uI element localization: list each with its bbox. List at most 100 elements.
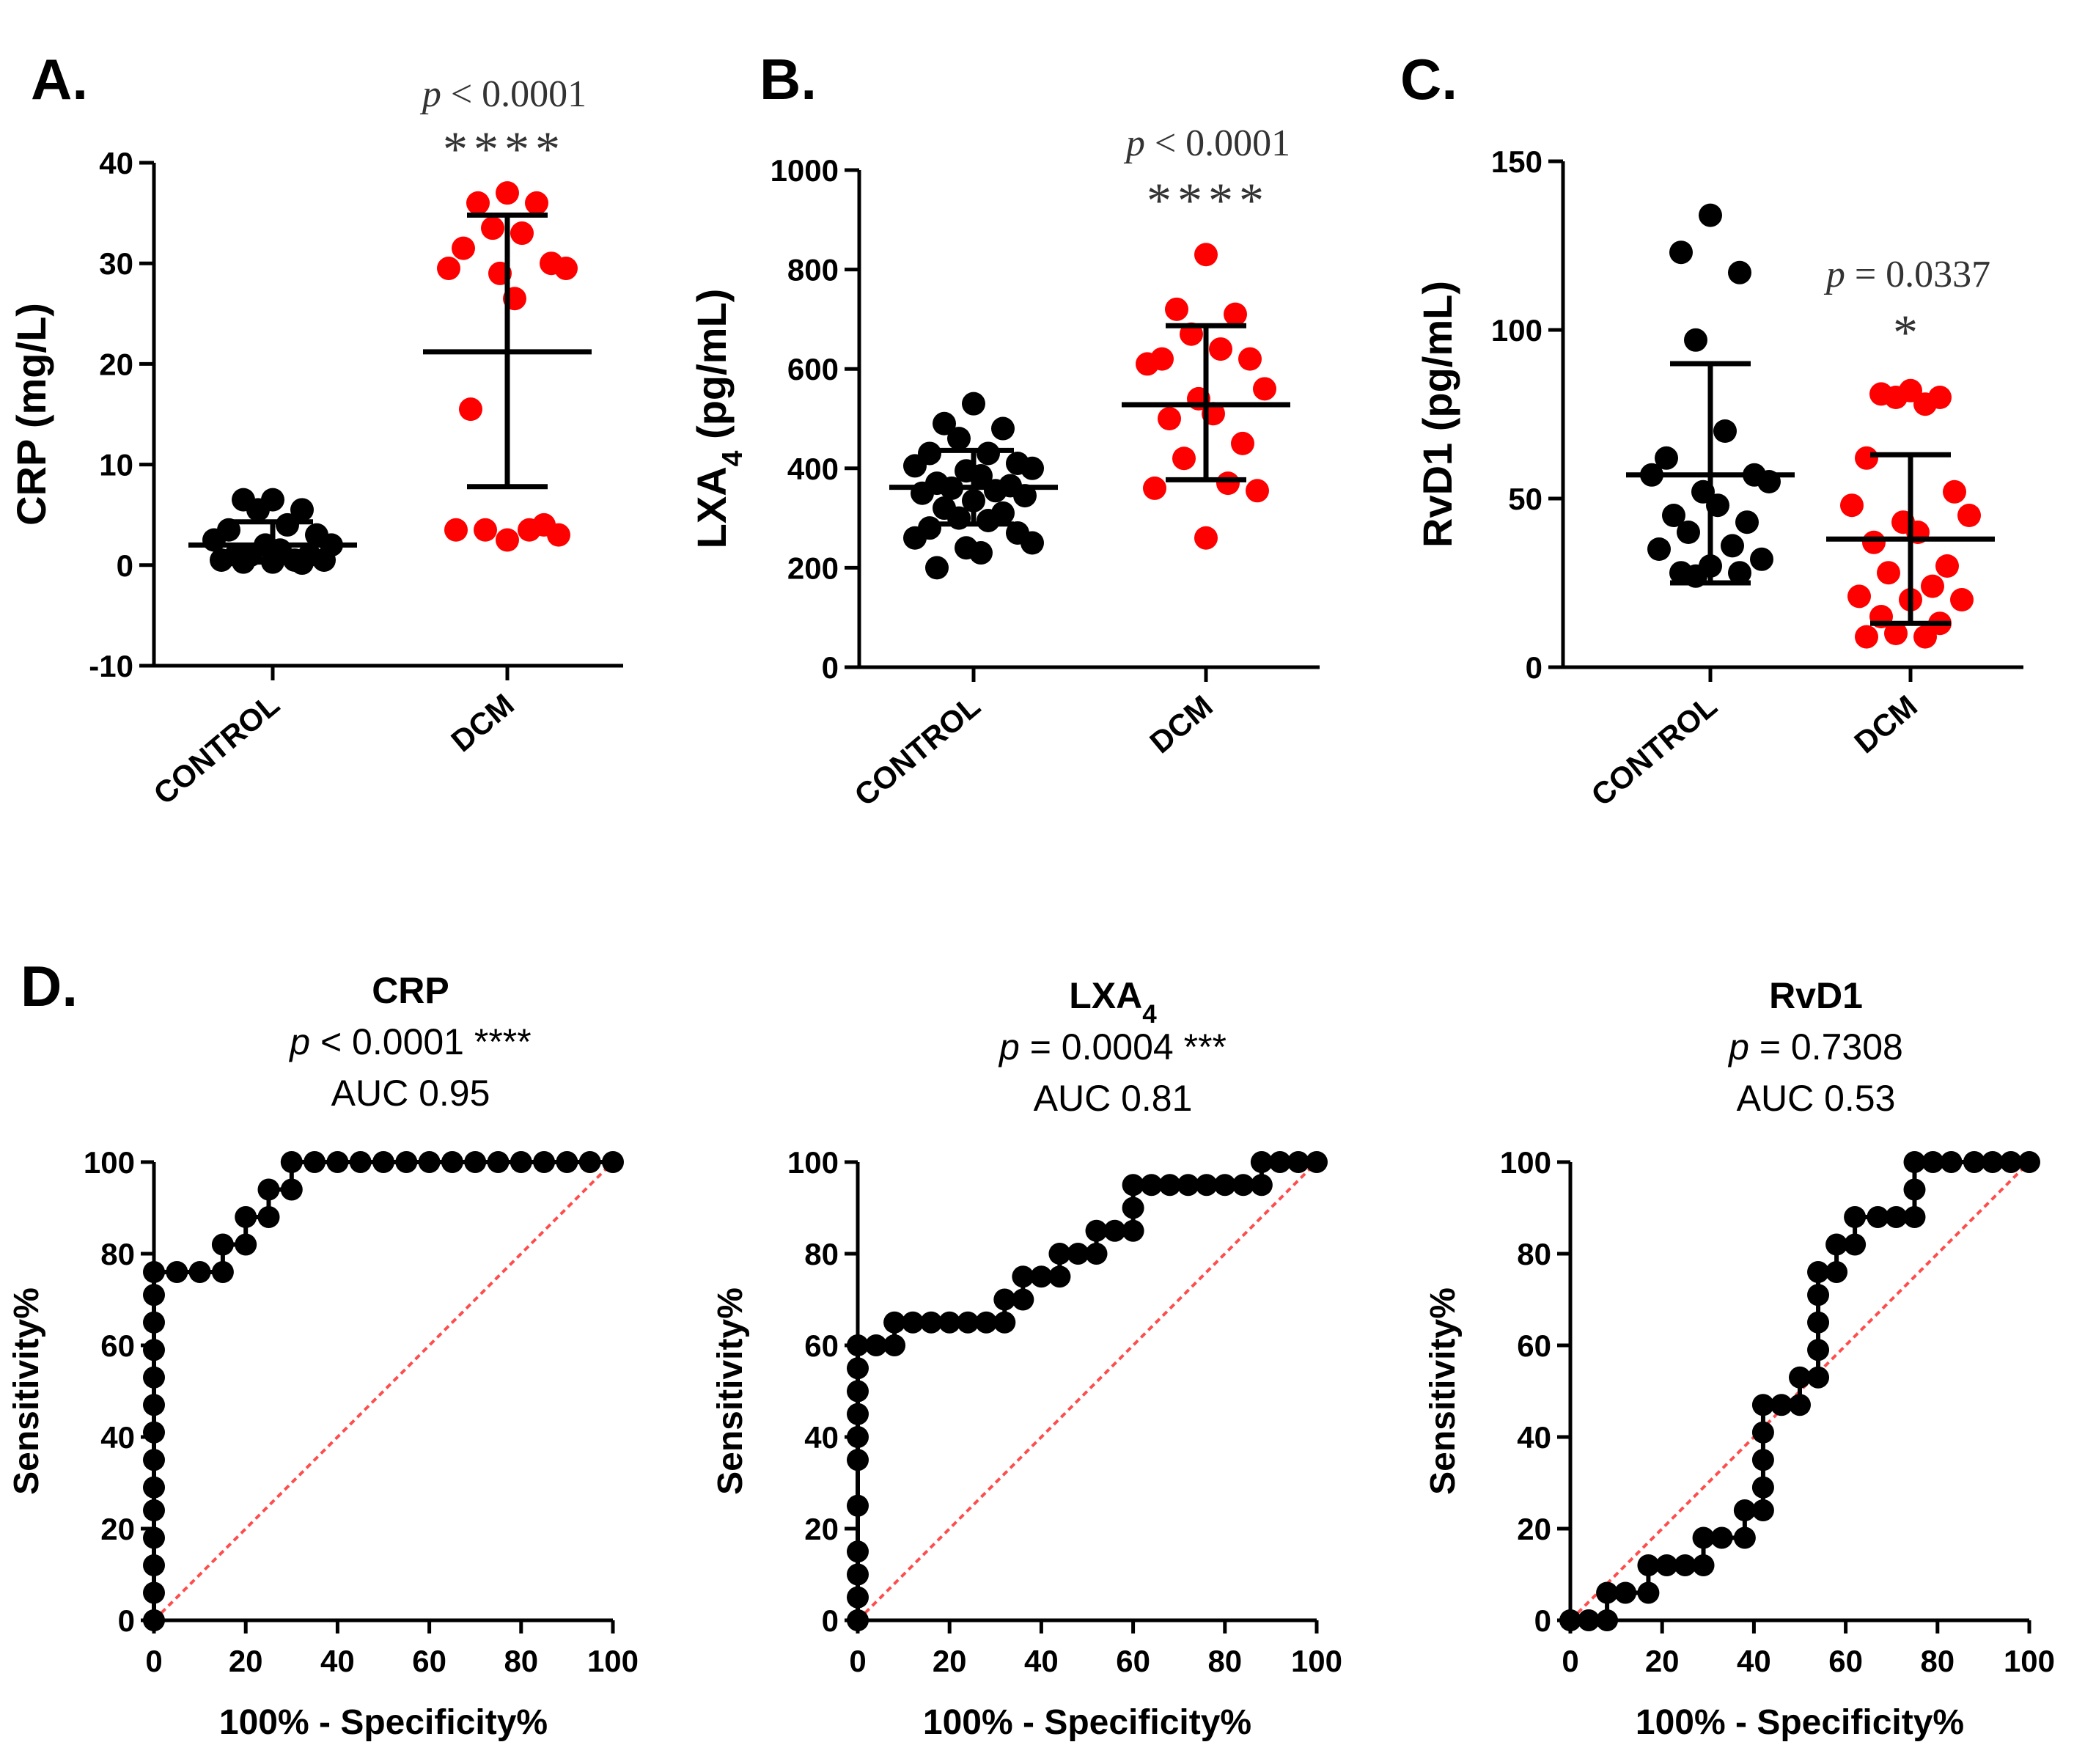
data-point: [1165, 297, 1188, 321]
y-tick-label: 0: [822, 650, 839, 685]
data-point: [437, 257, 460, 281]
roc-point: [847, 1357, 869, 1380]
roc-point: [188, 1261, 211, 1283]
scatter-panel-2: B. 0 200 400 600 800 1000 CONTROL DCM LXA4 (pg/mL…: [688, 47, 1320, 812]
roc-point: [1637, 1554, 1660, 1576]
category-label: CONTROL: [1585, 688, 1724, 812]
y-axis-label: CRP (mg/L): [8, 303, 54, 526]
roc-point: [143, 1311, 165, 1334]
roc-point: [1710, 1526, 1733, 1549]
y-tick-label: 20: [804, 1512, 839, 1546]
roc-point: [143, 1284, 165, 1307]
roc-point: [1048, 1243, 1071, 1265]
x-axis-label: 100% - Specificity%: [1636, 1703, 1964, 1742]
y-tick-label: 80: [1517, 1237, 1551, 1271]
x-tick-label: 80: [1920, 1644, 1955, 1678]
roc-point: [847, 1403, 869, 1425]
data-point: [466, 191, 490, 215]
roc-title: LXA4: [1069, 975, 1157, 1029]
roc-point: [510, 1151, 532, 1173]
roc-auc: AUC 0.95: [331, 1073, 490, 1114]
data-point: [496, 181, 519, 205]
roc-point: [1559, 1609, 1581, 1631]
roc-point: [1733, 1526, 1756, 1549]
y-tick-label: 0: [1534, 1603, 1551, 1638]
roc-point: [349, 1151, 372, 1173]
data-point: [554, 257, 578, 281]
roc-point: [1844, 1233, 1867, 1256]
roc-point: [1012, 1265, 1034, 1288]
roc-point: [1067, 1243, 1089, 1265]
data-point: [969, 541, 993, 565]
roc-point: [920, 1311, 943, 1334]
y-tick-label: 40: [99, 146, 133, 180]
roc-point: [1012, 1288, 1034, 1311]
data-point: [903, 526, 927, 550]
roc-point: [1085, 1243, 1108, 1265]
roc-point: [1578, 1609, 1600, 1631]
roc-point: [847, 1426, 869, 1448]
x-tick-label: 60: [1116, 1644, 1150, 1678]
y-axis-label: RvD1 (pg/mL): [1414, 281, 1460, 548]
roc-point: [1751, 1421, 1774, 1444]
y-tick-label: 0: [117, 548, 133, 583]
data-point: [1855, 446, 1878, 470]
data-point: [496, 528, 519, 552]
roc-point: [1122, 1197, 1144, 1219]
data-point: [1021, 531, 1044, 555]
roc-auc: AUC 0.53: [1737, 1078, 1896, 1119]
roc-point: [1789, 1394, 1811, 1416]
roc-point: [1140, 1174, 1163, 1197]
data-point: [1862, 530, 1886, 554]
roc-point: [1048, 1265, 1071, 1288]
data-point: [1136, 352, 1159, 376]
roc-point: [143, 1394, 165, 1416]
data-point: [1662, 504, 1685, 527]
roc-point: [1903, 1178, 1926, 1201]
roc-point: [1195, 1174, 1218, 1197]
roc-p-value: p = 0.0004 ***: [998, 1026, 1227, 1067]
data-point: [1172, 446, 1196, 471]
roc-point: [257, 1178, 280, 1201]
y-tick-label: 50: [1508, 482, 1542, 516]
roc-point: [902, 1311, 924, 1334]
x-tick-label: 20: [933, 1644, 967, 1678]
roc-point: [1751, 1394, 1774, 1416]
y-tick-label: 600: [787, 352, 839, 386]
y-tick-label: 60: [1517, 1328, 1551, 1363]
data-point: [1180, 322, 1203, 346]
roc-point: [1867, 1206, 1889, 1228]
roc-auc: AUC 0.81: [1034, 1078, 1193, 1119]
data-point: [933, 411, 956, 436]
roc-point: [1232, 1174, 1254, 1197]
roc-point: [847, 1449, 869, 1471]
data-point: [1713, 419, 1737, 443]
x-tick-label: 40: [1737, 1644, 1771, 1678]
y-tick-label: 100: [1491, 313, 1542, 348]
y-tick-label: 0: [822, 1603, 839, 1638]
roc-point: [280, 1178, 303, 1201]
roc-point: [847, 1380, 869, 1403]
data-point: [444, 518, 468, 542]
y-tick-label: 0: [118, 1603, 135, 1638]
roc-point: [487, 1151, 510, 1173]
data-point: [1950, 588, 1974, 611]
x-tick-label: 60: [1828, 1644, 1863, 1678]
roc-point: [1807, 1339, 1830, 1361]
panel-label: D.: [21, 954, 78, 1018]
data-point: [1013, 484, 1037, 508]
roc-point: [1287, 1151, 1309, 1173]
x-tick-label: 40: [320, 1644, 355, 1678]
data-point: [977, 508, 1000, 532]
y-tick-label: 100: [84, 1145, 135, 1180]
y-axis-label: Sensitivity%: [1424, 1287, 1463, 1495]
p-value: p < 0.0001: [419, 73, 586, 115]
roc-point: [1268, 1151, 1291, 1173]
roc-point: [1596, 1609, 1619, 1631]
roc-point: [1751, 1476, 1774, 1499]
data-point: [1655, 446, 1678, 470]
y-tick-label: 30: [99, 246, 133, 281]
significance-stars: ****: [443, 121, 566, 177]
